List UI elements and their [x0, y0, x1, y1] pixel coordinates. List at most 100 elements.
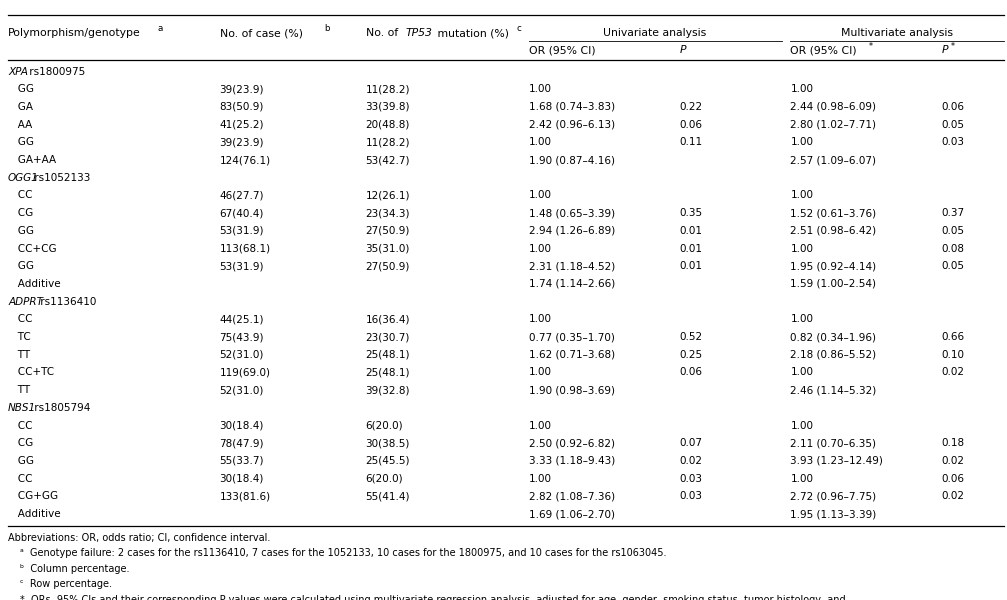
Text: 75(43.9): 75(43.9) — [220, 332, 264, 342]
Text: 1.90 (0.87–4.16): 1.90 (0.87–4.16) — [529, 155, 614, 165]
Text: 2.46 (1.14–5.32): 2.46 (1.14–5.32) — [790, 385, 877, 395]
Text: 2.82 (1.08–7.36): 2.82 (1.08–7.36) — [529, 491, 615, 502]
Text: 33(39.8): 33(39.8) — [366, 102, 410, 112]
Text: 39(32.8): 39(32.8) — [366, 385, 410, 395]
Text: 11(28.2): 11(28.2) — [366, 84, 410, 94]
Text: CC+TC: CC+TC — [8, 367, 54, 377]
Text: TT: TT — [8, 385, 30, 395]
Text: ᵃ  Genotype failure: 2 cases for the rs1136410, 7 cases for the 1052133, 10 case: ᵃ Genotype failure: 2 cases for the rs11… — [20, 548, 667, 558]
Text: Abbreviations: OR, odds ratio; CI, confidence interval.: Abbreviations: OR, odds ratio; CI, confi… — [8, 533, 271, 542]
Text: CC: CC — [8, 190, 32, 200]
Text: rs1136410: rs1136410 — [37, 296, 97, 307]
Text: 2.94 (1.26–6.89): 2.94 (1.26–6.89) — [529, 226, 615, 236]
Text: 0.07: 0.07 — [680, 438, 703, 448]
Text: 1.59 (1.00–2.54): 1.59 (1.00–2.54) — [790, 279, 876, 289]
Text: 119(69.0): 119(69.0) — [220, 367, 271, 377]
Text: NBS1: NBS1 — [8, 403, 36, 413]
Text: 1.00: 1.00 — [529, 367, 552, 377]
Text: 0.05: 0.05 — [942, 226, 965, 236]
Text: TC: TC — [8, 332, 31, 342]
Text: OR (95% CI): OR (95% CI) — [529, 46, 595, 55]
Text: 2.72 (0.96–7.75): 2.72 (0.96–7.75) — [790, 491, 877, 502]
Text: a: a — [157, 23, 162, 32]
Text: Additive: Additive — [8, 509, 60, 519]
Text: AA: AA — [8, 119, 32, 130]
Text: ᶜ  Row percentage.: ᶜ Row percentage. — [20, 580, 112, 589]
Text: 0.08: 0.08 — [942, 244, 965, 254]
Text: 0.10: 0.10 — [942, 350, 965, 360]
Text: 0.06: 0.06 — [680, 119, 703, 130]
Text: 0.22: 0.22 — [680, 102, 703, 112]
Text: 67(40.4): 67(40.4) — [220, 208, 264, 218]
Text: 0.05: 0.05 — [942, 119, 965, 130]
Text: 0.05: 0.05 — [942, 261, 965, 271]
Text: 39(23.9): 39(23.9) — [220, 137, 264, 148]
Text: 44(25.1): 44(25.1) — [220, 314, 264, 325]
Text: 0.01: 0.01 — [680, 261, 703, 271]
Text: GA+AA: GA+AA — [8, 155, 56, 165]
Text: 0.03: 0.03 — [942, 137, 965, 148]
Text: 0.03: 0.03 — [680, 491, 703, 502]
Text: 2.31 (1.18–4.52): 2.31 (1.18–4.52) — [529, 261, 615, 271]
Text: 1.00: 1.00 — [790, 367, 814, 377]
Text: CC: CC — [8, 473, 32, 484]
Text: 6(20.0): 6(20.0) — [366, 473, 403, 484]
Text: rs1800975: rs1800975 — [25, 67, 85, 77]
Text: 27(50.9): 27(50.9) — [366, 226, 410, 236]
Text: 1.95 (0.92–4.14): 1.95 (0.92–4.14) — [790, 261, 877, 271]
Text: 1.69 (1.06–2.70): 1.69 (1.06–2.70) — [529, 509, 614, 519]
Text: 2.11 (0.70–6.35): 2.11 (0.70–6.35) — [790, 438, 876, 448]
Text: 1.00: 1.00 — [790, 244, 814, 254]
Text: *: * — [869, 42, 873, 51]
Text: 41(25.2): 41(25.2) — [220, 119, 264, 130]
Text: 1.00: 1.00 — [790, 137, 814, 148]
Text: GG: GG — [8, 456, 34, 466]
Text: OGG1: OGG1 — [8, 173, 39, 183]
Text: GA: GA — [8, 102, 33, 112]
Text: 0.52: 0.52 — [680, 332, 703, 342]
Text: 30(18.4): 30(18.4) — [220, 473, 264, 484]
Text: 0.06: 0.06 — [942, 473, 965, 484]
Text: GG: GG — [8, 226, 34, 236]
Text: 0.37: 0.37 — [942, 208, 965, 218]
Text: 1.00: 1.00 — [790, 84, 814, 94]
Text: 23(30.7): 23(30.7) — [366, 332, 410, 342]
Text: c: c — [517, 23, 522, 32]
Text: 0.11: 0.11 — [680, 137, 703, 148]
Text: rs1052133: rs1052133 — [31, 173, 91, 183]
Text: 0.35: 0.35 — [680, 208, 703, 218]
Text: No. of case (%): No. of case (%) — [220, 28, 302, 38]
Text: 0.02: 0.02 — [680, 456, 703, 466]
Text: 25(48.1): 25(48.1) — [366, 350, 410, 360]
Text: 0.03: 0.03 — [680, 473, 703, 484]
Text: 0.02: 0.02 — [942, 491, 965, 502]
Text: 55(33.7): 55(33.7) — [220, 456, 264, 466]
Text: 25(48.1): 25(48.1) — [366, 367, 410, 377]
Text: 83(50.9): 83(50.9) — [220, 102, 264, 112]
Text: 53(31.9): 53(31.9) — [220, 261, 264, 271]
Text: 30(18.4): 30(18.4) — [220, 421, 264, 431]
Text: 0.01: 0.01 — [680, 226, 703, 236]
Text: 3.93 (1.23–12.49): 3.93 (1.23–12.49) — [790, 456, 883, 466]
Text: 16(36.4): 16(36.4) — [366, 314, 410, 325]
Text: 0.25: 0.25 — [680, 350, 703, 360]
Text: 53(42.7): 53(42.7) — [366, 155, 410, 165]
Text: 1.52 (0.61–3.76): 1.52 (0.61–3.76) — [790, 208, 877, 218]
Text: 52(31.0): 52(31.0) — [220, 385, 264, 395]
Text: 27(50.9): 27(50.9) — [366, 261, 410, 271]
Text: Polymorphism/genotype: Polymorphism/genotype — [8, 28, 141, 38]
Text: 0.82 (0.34–1.96): 0.82 (0.34–1.96) — [790, 332, 876, 342]
Text: rs1805794: rs1805794 — [31, 403, 91, 413]
Text: 2.51 (0.98–6.42): 2.51 (0.98–6.42) — [790, 226, 877, 236]
Text: 0.02: 0.02 — [942, 367, 965, 377]
Text: CG+GG: CG+GG — [8, 491, 58, 502]
Text: 1.00: 1.00 — [790, 190, 814, 200]
Text: Univariate analysis: Univariate analysis — [603, 28, 706, 38]
Text: GG: GG — [8, 137, 34, 148]
Text: 133(81.6): 133(81.6) — [220, 491, 271, 502]
Text: 35(31.0): 35(31.0) — [366, 244, 410, 254]
Text: 12(26.1): 12(26.1) — [366, 190, 410, 200]
Text: 1.00: 1.00 — [529, 84, 552, 94]
Text: Multivariate analysis: Multivariate analysis — [841, 28, 954, 38]
Text: 1.95 (1.13–3.39): 1.95 (1.13–3.39) — [790, 509, 877, 519]
